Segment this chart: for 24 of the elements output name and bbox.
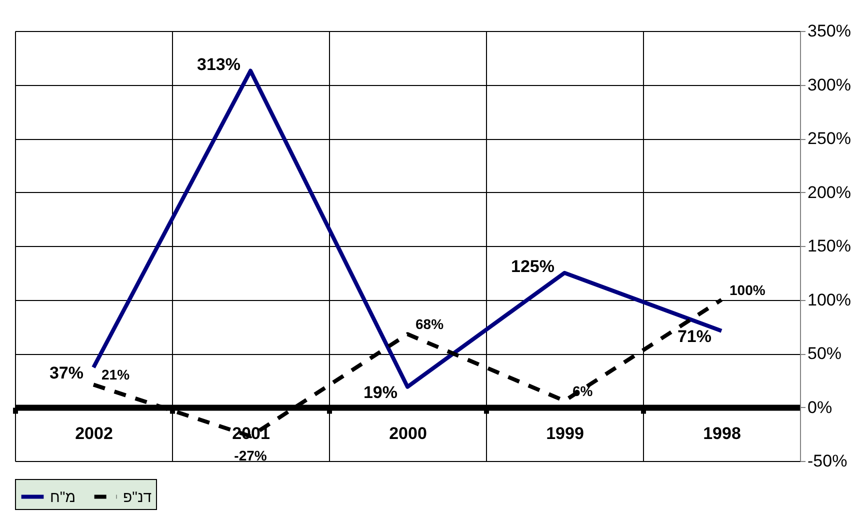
y-tick-label: 150% bbox=[808, 236, 851, 256]
text: 313% bbox=[197, 54, 240, 74]
x-tick-label: 2002 bbox=[75, 424, 113, 443]
x-tick-label: 2000 bbox=[389, 424, 427, 443]
text: 68% bbox=[416, 316, 444, 332]
text: -27% bbox=[234, 447, 267, 464]
y-tick-label: 0% bbox=[808, 398, 832, 417]
text: 71% bbox=[677, 326, 712, 346]
y-tick-label: 250% bbox=[808, 129, 851, 148]
legend-label: מ"ח bbox=[50, 488, 76, 506]
y-tick-label: 300% bbox=[808, 75, 851, 94]
x-tick-label: 1999 bbox=[546, 424, 584, 443]
x-tick-label: 1998 bbox=[703, 424, 741, 443]
y-tick-label: 100% bbox=[808, 290, 851, 310]
legend-label: דנ"פ bbox=[123, 488, 152, 506]
text: 100% bbox=[730, 282, 766, 298]
y-tick-label: 50% bbox=[808, 344, 842, 363]
y-tick-label: -50% bbox=[808, 452, 848, 470]
text: 37% bbox=[49, 363, 84, 382]
text: 19% bbox=[363, 382, 398, 402]
y-tick-label: 200% bbox=[808, 182, 851, 202]
text: 125% bbox=[511, 256, 554, 276]
text: 21% bbox=[102, 366, 130, 383]
y-tick-label: 350% bbox=[808, 22, 851, 40]
